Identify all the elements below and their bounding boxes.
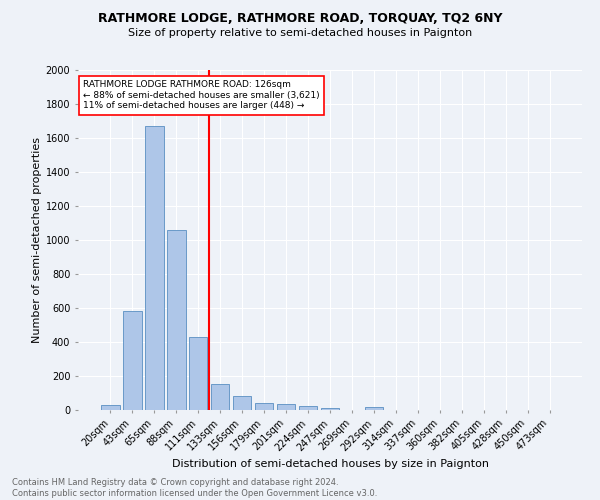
- Bar: [277, 404, 295, 410]
- Bar: [101, 405, 119, 410]
- Bar: [211, 384, 229, 410]
- X-axis label: Distribution of semi-detached houses by size in Paignton: Distribution of semi-detached houses by …: [172, 460, 488, 469]
- Bar: [123, 312, 142, 410]
- Bar: [255, 403, 274, 410]
- Text: RATHMORE LODGE, RATHMORE ROAD, TORQUAY, TQ2 6NY: RATHMORE LODGE, RATHMORE ROAD, TORQUAY, …: [98, 12, 502, 26]
- Bar: [145, 126, 164, 410]
- Text: Size of property relative to semi-detached houses in Paignton: Size of property relative to semi-detach…: [128, 28, 472, 38]
- Bar: [189, 337, 208, 410]
- Y-axis label: Number of semi-detached properties: Number of semi-detached properties: [32, 137, 41, 343]
- Bar: [233, 396, 251, 410]
- Bar: [299, 406, 317, 410]
- Text: RATHMORE LODGE RATHMORE ROAD: 126sqm
← 88% of semi-detached houses are smaller (: RATHMORE LODGE RATHMORE ROAD: 126sqm ← 8…: [83, 80, 320, 110]
- Bar: [365, 408, 383, 410]
- Text: Contains HM Land Registry data © Crown copyright and database right 2024.
Contai: Contains HM Land Registry data © Crown c…: [12, 478, 377, 498]
- Bar: [167, 230, 185, 410]
- Bar: [320, 408, 340, 410]
